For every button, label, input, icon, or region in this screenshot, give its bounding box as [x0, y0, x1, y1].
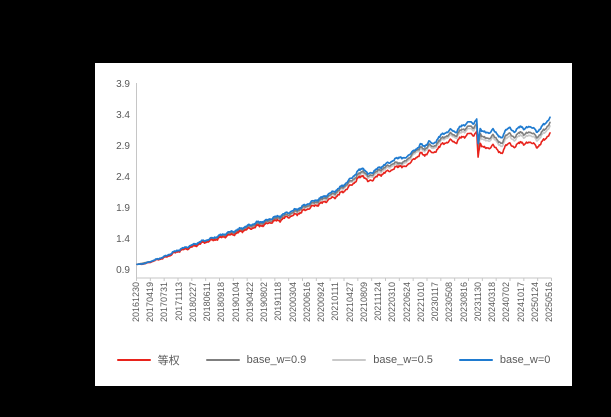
x-tick-label: 20180611: [202, 282, 213, 322]
legend-label: base_w=0.5: [373, 354, 433, 366]
y-tick-label: 3.9: [116, 78, 130, 90]
x-tick-label: 20220624: [401, 282, 412, 323]
legend-item-3: base_w=0: [458, 354, 551, 366]
y-tick-label: 1.9: [116, 202, 130, 214]
legend-item-2: base_w=0.5: [332, 354, 433, 366]
series-line-3: [136, 116, 551, 266]
x-tick-label: 20180227: [187, 282, 198, 323]
x-tick-label: 20211124: [373, 282, 384, 321]
x-tick-label: 20170419: [145, 282, 156, 323]
x-tick-label: 20171113: [173, 282, 184, 321]
legend: 等权 base_w=0.9 base_w=0.5 base_w=0: [95, 352, 572, 368]
legend-item-0: 等权: [116, 352, 180, 368]
legend-swatch-icon: [458, 358, 493, 362]
x-tick-label: 20210427: [344, 282, 355, 323]
x-tick-label: 20190802: [259, 282, 270, 323]
x-tick-label: 20221010: [415, 282, 426, 323]
y-tick-label: 2.4: [116, 171, 130, 183]
y-tick-label: 2.9: [116, 140, 130, 152]
x-tick-label: 20161230: [131, 282, 141, 323]
x-tick-label: 20200304: [287, 282, 298, 323]
series-line-1: [136, 121, 551, 266]
x-tick-label: 20200616: [301, 282, 312, 323]
x-tick-label: 20190422: [244, 282, 255, 323]
x-tick-label: 20230508: [444, 282, 455, 323]
x-tick-label: 20240702: [501, 282, 512, 323]
x-tick-label: 20190104: [230, 282, 241, 323]
x-tick-label: 20240318: [487, 282, 498, 323]
x-tick-label: 20170731: [159, 282, 170, 323]
x-tick-label: 20200924: [316, 282, 327, 323]
legend-swatch-icon: [332, 358, 367, 362]
x-tick-label: 20250516: [544, 282, 554, 323]
legend-item-1: base_w=0.9: [205, 354, 307, 366]
legend-label: 等权: [157, 355, 180, 367]
x-tick-label: 20230117: [430, 282, 441, 322]
x-tick-label: 20250124: [529, 282, 540, 323]
x-tick-label: 20180918: [216, 282, 227, 323]
x-tick-label: 20231130: [472, 282, 483, 322]
legend-swatch-icon: [116, 358, 151, 362]
legend-label: base_w=0.9: [246, 354, 307, 366]
x-tick-label: 20210809: [358, 282, 369, 323]
y-tick-label: 3.4: [116, 109, 130, 121]
legend-label: base_w=0: [499, 354, 551, 366]
y-tick-label: 0.9: [116, 264, 130, 276]
x-tick-label: 20230816: [458, 282, 469, 323]
legend-swatch-icon: [205, 358, 240, 362]
x-tick-label: 20241017: [515, 282, 526, 323]
x-tick-label: 20220310: [387, 282, 398, 323]
x-tick-label: 20191118: [273, 282, 284, 321]
series-line-0: [136, 130, 551, 266]
y-tick-label: 1.4: [116, 233, 130, 245]
x-tick-label: 20210111: [330, 282, 341, 321]
chart-panel: [95, 63, 572, 386]
